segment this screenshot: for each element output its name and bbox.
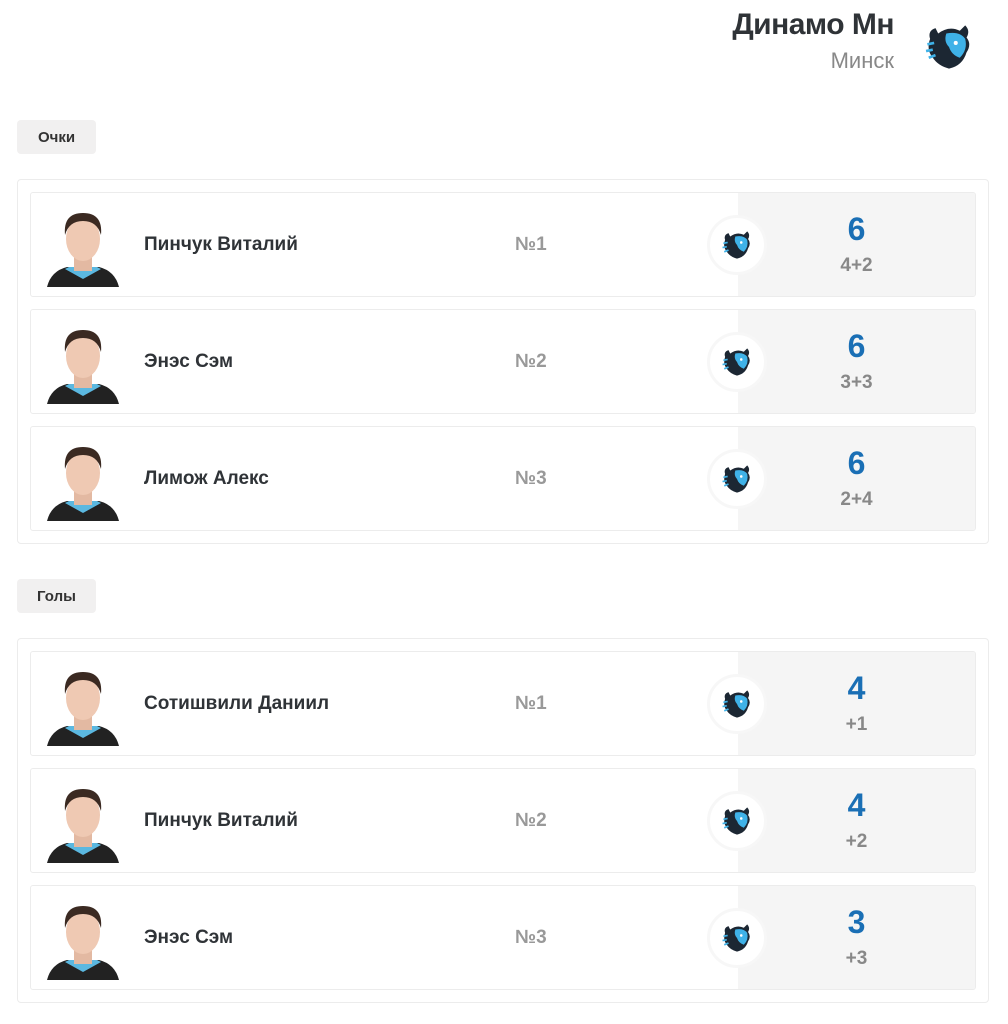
stat-detail: +1 (845, 714, 868, 735)
team-name: Динамо Мн (732, 8, 894, 41)
team-logo-icon (707, 449, 767, 509)
team-logo-icon (707, 332, 767, 392)
player-name[interactable]: Пинчук Виталий (144, 234, 298, 255)
player-avatar (47, 898, 119, 980)
player-name[interactable]: Сотишвили Даниил (144, 693, 330, 714)
player-rank: №1 (515, 234, 547, 255)
player-name[interactable]: Лимож Алекс (144, 468, 269, 489)
section-label: Голы (17, 579, 96, 613)
stat-value: 3 (847, 904, 866, 940)
player-row[interactable]: Энэс Сэм №3 3 +3 (30, 885, 976, 990)
player-row[interactable]: Пинчук Виталий №1 6 4+2 (30, 192, 976, 297)
player-name[interactable]: Энэс Сэм (144, 351, 234, 372)
player-row[interactable]: Пинчук Виталий №2 4 +2 (30, 768, 976, 873)
section-label: Очки (17, 120, 96, 154)
player-rank: №2 (515, 810, 547, 831)
score-area (738, 769, 975, 872)
player-rank: №1 (515, 693, 547, 714)
stat-detail: 3+3 (840, 372, 873, 393)
score-area (738, 427, 975, 530)
stat-value: 6 (847, 328, 866, 364)
stat-detail: +3 (845, 948, 868, 969)
team-logo-icon (707, 908, 767, 968)
stat-value: 6 (847, 445, 866, 481)
player-rank: №3 (515, 927, 547, 948)
stat-value: 6 (847, 211, 866, 247)
player-name[interactable]: Пинчук Виталий (144, 810, 298, 831)
team-city: Минск (830, 48, 894, 73)
player-avatar (47, 664, 119, 746)
score-area (738, 310, 975, 413)
player-avatar (47, 322, 119, 404)
player-avatar (47, 439, 119, 521)
player-row[interactable]: Лимож Алекс №3 6 2+4 (30, 426, 976, 531)
player-avatar (47, 781, 119, 863)
player-rank: №2 (515, 351, 547, 372)
player-avatar (47, 205, 119, 287)
leaders-panel: Пинчук Виталий №1 6 4+2 Энэс Сэм №2 6 3+… (17, 179, 989, 544)
stat-detail: 2+4 (840, 489, 873, 510)
stat-detail: +2 (845, 831, 868, 852)
leaders-panel: Сотишвили Даниил №1 4 +1 Пинчук Виталий … (17, 638, 989, 1003)
stat-value: 4 (847, 670, 866, 706)
player-rank: №3 (515, 468, 547, 489)
stat-detail: 4+2 (840, 255, 873, 276)
bison-logo-icon (922, 20, 978, 72)
team-logo-icon (707, 674, 767, 734)
score-area (738, 652, 975, 755)
team-logo-icon (707, 215, 767, 275)
player-row[interactable]: Сотишвили Даниил №1 4 +1 (30, 651, 976, 756)
score-area (738, 886, 975, 989)
stat-value: 4 (847, 787, 866, 823)
score-area (738, 193, 975, 296)
team-logo-icon (707, 791, 767, 851)
player-name[interactable]: Энэс Сэм (144, 927, 234, 948)
team-header: Динамо Мн Минск (732, 8, 894, 74)
player-row[interactable]: Энэс Сэм №2 6 3+3 (30, 309, 976, 414)
